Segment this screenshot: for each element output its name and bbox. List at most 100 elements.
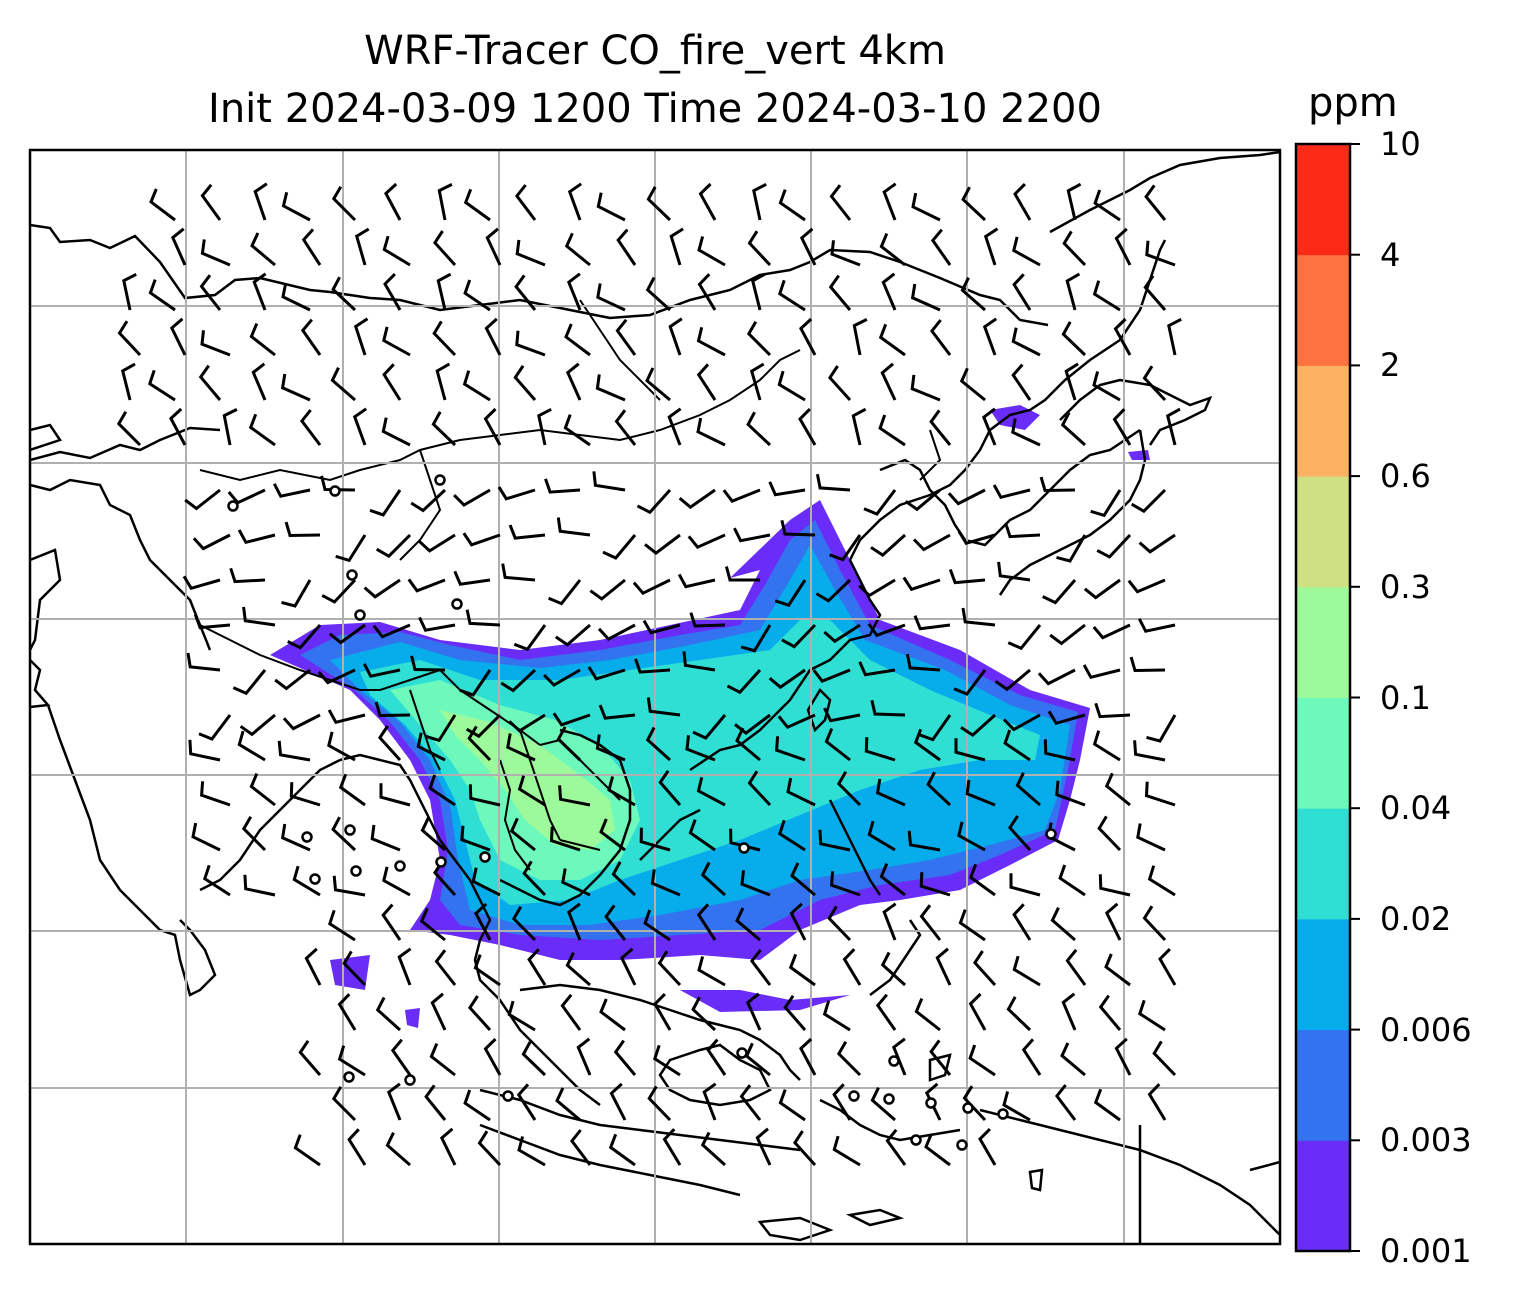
wind-barb <box>643 909 671 942</box>
wind-barb <box>789 902 807 941</box>
wind-barb <box>280 823 311 852</box>
wind-barb <box>567 182 583 221</box>
wind-barb <box>1130 488 1167 514</box>
wind-barb <box>328 623 366 645</box>
wind-barb <box>397 947 412 986</box>
wind-barb <box>1061 992 1077 1031</box>
calm-wind-circle <box>301 831 313 843</box>
wind-barb <box>200 183 222 221</box>
wind-barb <box>881 272 897 311</box>
wind-barb <box>911 192 941 222</box>
wind-barb <box>669 227 684 266</box>
wind-barb <box>852 318 868 356</box>
wind-barb <box>1061 321 1087 357</box>
wind-barb <box>497 486 536 501</box>
wind-barb <box>619 947 637 986</box>
wind-barb <box>926 771 952 807</box>
wind-barb <box>384 182 402 221</box>
wind-barb <box>517 1136 546 1167</box>
wind-barb <box>375 996 402 1032</box>
wind-barb <box>961 607 996 627</box>
map-frame <box>28 148 1282 1246</box>
wind-barb <box>828 365 852 402</box>
wind-barb <box>435 362 451 401</box>
wind-barb <box>667 407 682 446</box>
wind-barb <box>272 483 311 498</box>
wind-barb <box>697 273 717 311</box>
wind-barb <box>433 230 457 267</box>
wind-barb <box>222 408 238 446</box>
wind-barb <box>565 362 582 401</box>
colorbar-tick-label: 2 <box>1380 346 1401 385</box>
wind-barb <box>799 227 817 266</box>
wind-barb <box>1144 781 1176 807</box>
wind-barb <box>867 622 906 638</box>
wind-barb <box>513 364 537 401</box>
wind-barb <box>338 773 366 807</box>
wind-barb <box>331 185 357 222</box>
wind-barb <box>613 1039 637 1076</box>
wind-barb <box>382 363 402 401</box>
wind-barb <box>370 824 401 852</box>
wind-barb <box>1142 905 1167 942</box>
wind-barb <box>870 533 907 557</box>
wind-barb <box>200 781 231 807</box>
wind-barb <box>775 736 806 762</box>
wind-barb <box>768 668 806 690</box>
wind-barb <box>282 713 321 731</box>
colorbar-tick-label: 0.02 <box>1380 899 1452 938</box>
wind-barb <box>335 534 367 563</box>
wind-barb <box>554 623 591 647</box>
wind-barb <box>645 367 671 402</box>
wind-barb <box>645 276 672 312</box>
wind-barb <box>957 530 996 546</box>
wind-barbs <box>116 182 1182 1167</box>
wind-barb <box>465 609 501 627</box>
wind-barb <box>914 998 941 1032</box>
wind-barb <box>891 1037 907 1076</box>
wind-barb <box>576 1037 592 1076</box>
wind-barb <box>735 907 761 942</box>
wind-barb <box>416 732 446 762</box>
wind-barb <box>1049 623 1086 646</box>
wind-barb <box>281 191 311 222</box>
wind-barb <box>632 578 671 596</box>
calm-wind-circle <box>329 485 341 497</box>
wind-barb <box>191 822 221 852</box>
wind-barb <box>521 1041 547 1077</box>
wind-barb <box>467 725 492 762</box>
wind-barb <box>587 666 626 681</box>
wind-barb <box>639 827 671 852</box>
wind-barb <box>564 323 591 357</box>
wind-barb <box>598 704 636 720</box>
wind-barb <box>912 533 951 552</box>
colorbar-tick-label: 0.003 <box>1380 1121 1472 1160</box>
wind-barb <box>203 864 231 897</box>
wind-barb <box>1114 227 1132 266</box>
wind-barb <box>1104 953 1131 987</box>
wind-barb <box>682 651 716 672</box>
wind-barb <box>428 774 456 807</box>
wind-barb <box>864 737 896 762</box>
wind-barb <box>981 407 997 446</box>
wind-barb <box>369 489 402 517</box>
wind-barb <box>755 1127 772 1166</box>
wind-barb <box>960 713 997 737</box>
wind-barb <box>342 950 367 987</box>
wind-barb <box>595 734 626 762</box>
wind-barb <box>968 1044 996 1077</box>
wind-barb <box>192 533 231 551</box>
wind-barb <box>419 907 446 942</box>
wind-barb <box>120 362 136 401</box>
wind-barb <box>1104 772 1131 807</box>
wind-barb <box>596 192 626 222</box>
wind-barb <box>1143 274 1167 311</box>
wind-barb <box>511 905 537 942</box>
wind-barb <box>611 861 637 897</box>
wind-barb <box>506 733 536 762</box>
wind-barb <box>198 714 232 741</box>
wind-barb <box>608 1133 636 1167</box>
wind-barb <box>924 1133 951 1167</box>
wind-barb <box>508 524 546 540</box>
